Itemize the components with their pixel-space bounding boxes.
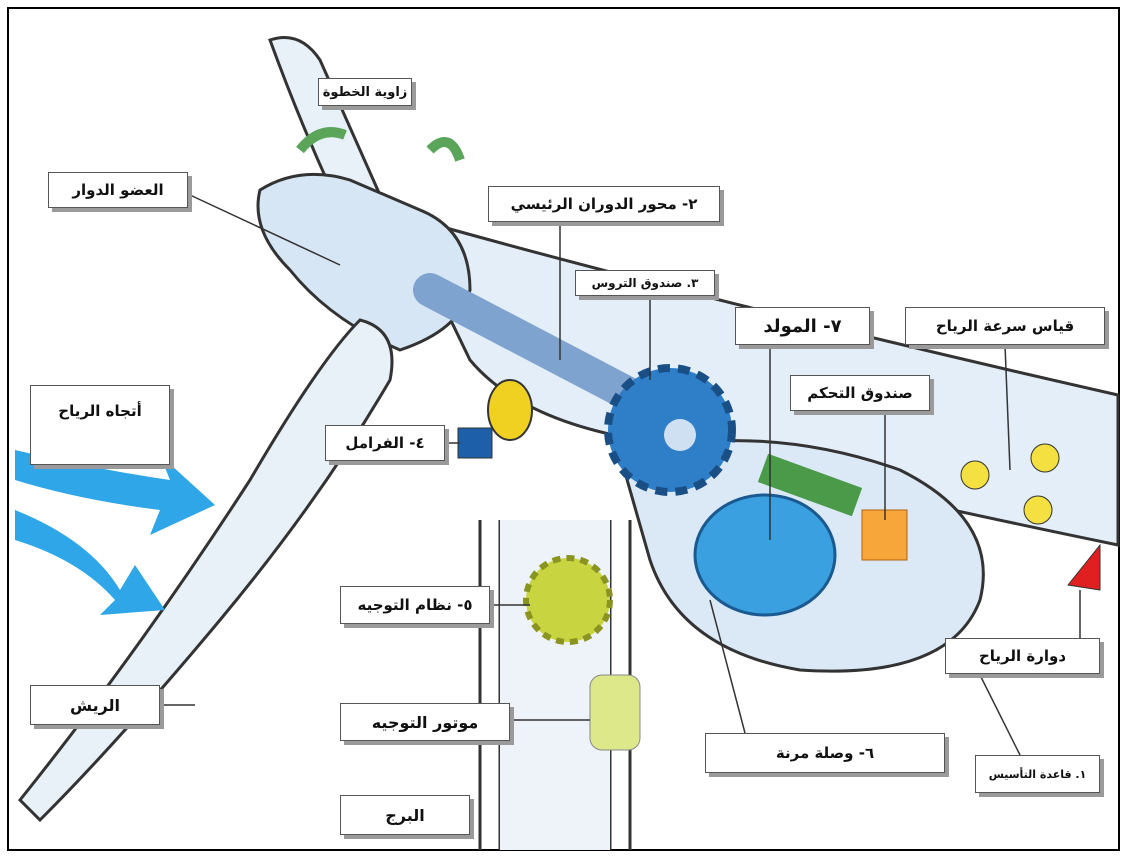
label: ٤- الفرامل bbox=[325, 425, 445, 461]
label: أتجاه الرياح bbox=[30, 385, 170, 465]
label: موتور التوجيه bbox=[340, 703, 510, 741]
brake bbox=[458, 428, 492, 458]
label: ٢- محور الدوران الرئيسي bbox=[488, 186, 720, 222]
label: ٣. صندوق التروس bbox=[575, 270, 715, 296]
label: ٧- المولد bbox=[735, 307, 870, 345]
label: الريش bbox=[30, 685, 160, 725]
yaw-motor bbox=[590, 675, 640, 750]
yaw-gear bbox=[526, 558, 610, 642]
label: البرج bbox=[340, 795, 470, 835]
label: دوارة الرياح bbox=[945, 638, 1100, 674]
label: قياس سرعة الرياح bbox=[905, 307, 1105, 345]
gear-hole bbox=[664, 419, 696, 451]
cup bbox=[961, 461, 989, 489]
label: العضو الدوار bbox=[48, 172, 188, 208]
label: ٥- نظام التوجيه bbox=[340, 586, 490, 624]
cup bbox=[1024, 496, 1052, 524]
brake-disc bbox=[488, 380, 532, 440]
label: ٦- وصلة مرنة bbox=[705, 733, 945, 773]
page: زاوية الخطوة العضو الدوار ٢- محور الدورا… bbox=[0, 0, 1127, 859]
label: ١. قاعدة التأسيس bbox=[975, 755, 1100, 793]
cup bbox=[1031, 444, 1059, 472]
label: زاوية الخطوة bbox=[318, 78, 412, 106]
label: صندوق التحكم bbox=[790, 375, 930, 411]
generator bbox=[695, 495, 835, 615]
